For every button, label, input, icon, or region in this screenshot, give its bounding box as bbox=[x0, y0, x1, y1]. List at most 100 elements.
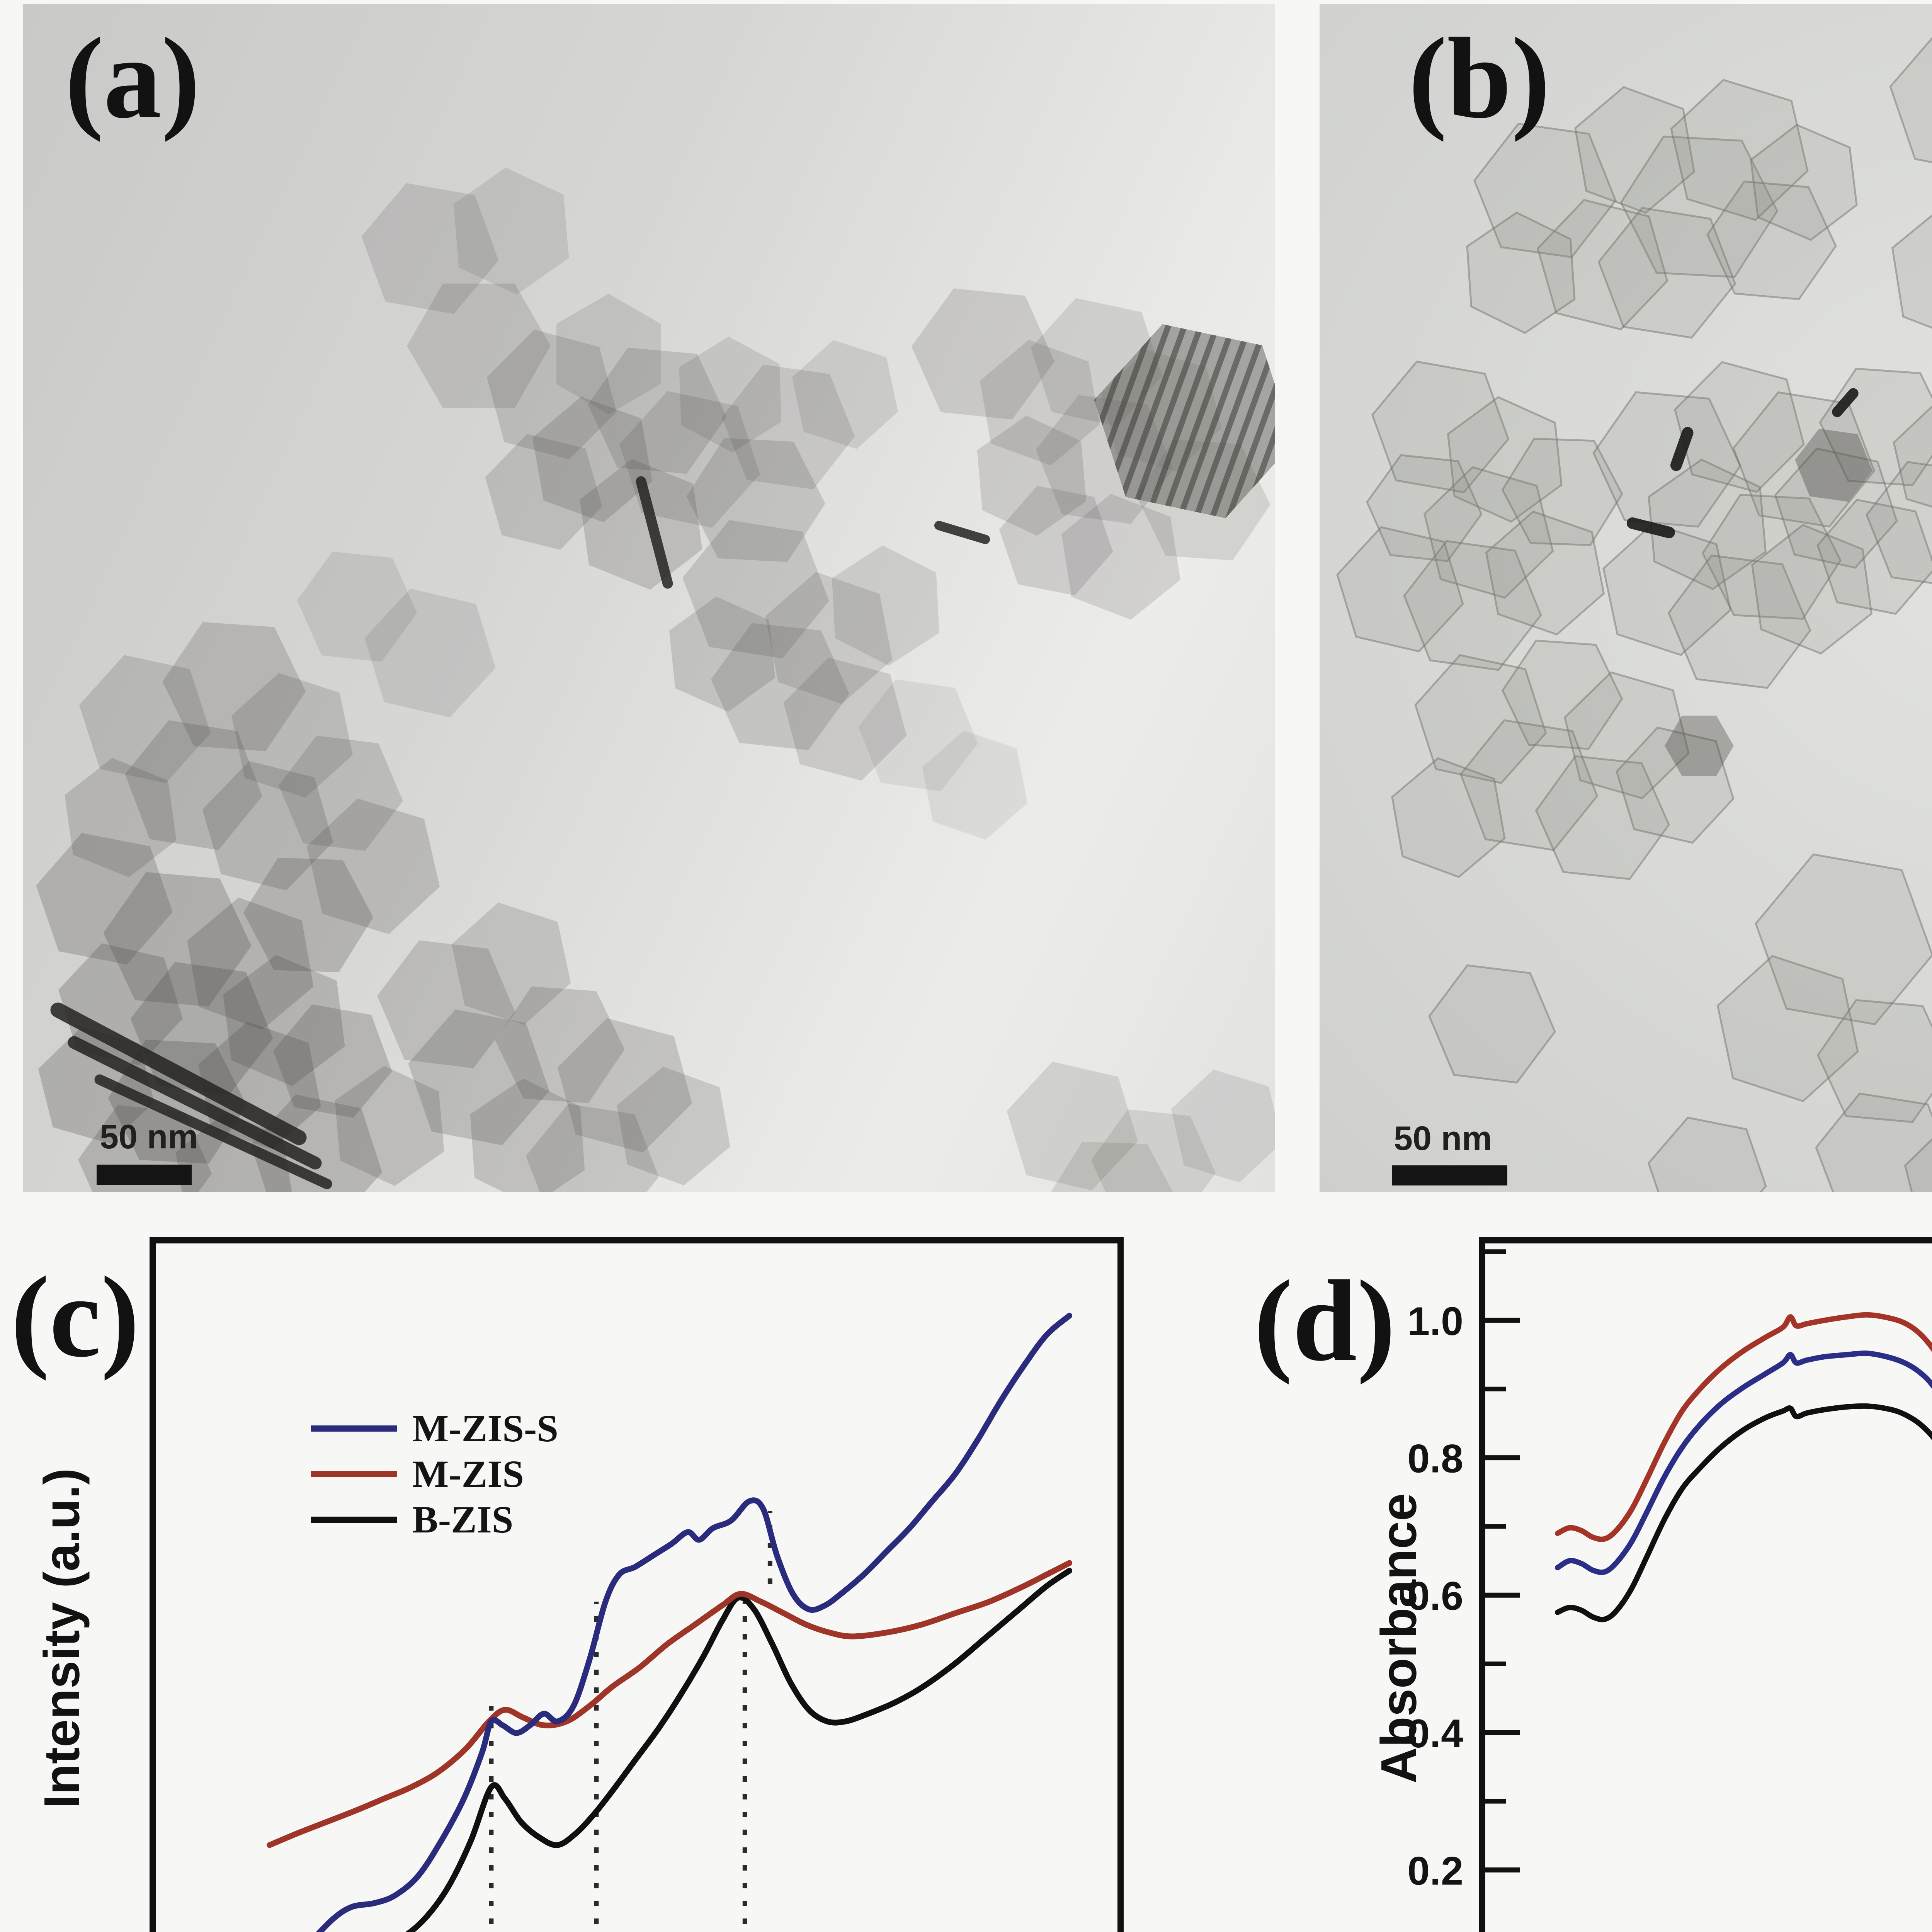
dark-aggregate bbox=[1795, 429, 1872, 502]
tem-a-nanosheets bbox=[36, 167, 1275, 1192]
hexagonal-nanosheet bbox=[1535, 755, 1670, 880]
hexagonal-nanosheet bbox=[580, 459, 702, 590]
hexagonal-nanosheet bbox=[558, 1018, 692, 1153]
scale-bar-b-line bbox=[1392, 1165, 1507, 1185]
hexagonal-nanosheet bbox=[783, 657, 907, 781]
panel-label-d: (d) bbox=[1254, 1257, 1396, 1385]
hexagonal-nanosheet bbox=[65, 758, 177, 878]
hexagonal-nanosheet bbox=[364, 588, 496, 718]
hexagonal-nanosheet bbox=[1391, 757, 1506, 878]
legend-item-b-zis: B-ZIS bbox=[311, 1498, 513, 1541]
hexagonal-nanosheet bbox=[1485, 510, 1605, 636]
hexagonal-nanosheet bbox=[1428, 964, 1556, 1084]
hexagonal-nanosheet bbox=[682, 520, 829, 659]
hexagonal-nanosheet bbox=[721, 364, 855, 490]
hexagonal-nanosheet bbox=[408, 1009, 549, 1145]
hexagonal-nanosheet bbox=[792, 340, 898, 449]
legend-item-m-zis-s: M-ZIS-S bbox=[311, 1407, 558, 1450]
hexagonal-nanosheet bbox=[532, 396, 653, 522]
hexagonal-nanosheet bbox=[765, 572, 893, 704]
hexagonal-nanosheet bbox=[1371, 361, 1510, 493]
raman-chart-plot-area: 100200300400500 bbox=[150, 1237, 1124, 1932]
hexagonal-nanosheet bbox=[1501, 639, 1623, 750]
hexagonal-nanosheet bbox=[832, 545, 939, 666]
raman-y-axis-title: Intensity (a.u.) bbox=[33, 1468, 90, 1809]
edge-on-needles bbox=[1626, 388, 1859, 538]
hexagonal-nanosheet bbox=[980, 340, 1100, 466]
hexagonal-nanosheet bbox=[79, 655, 211, 783]
hexagonal-nanosheet bbox=[1061, 494, 1180, 620]
hexagonal-nanosheet bbox=[1091, 1109, 1216, 1192]
hexagonal-nanosheet bbox=[1466, 211, 1576, 334]
dark-aggregate bbox=[1665, 716, 1734, 776]
hexagonal-nanosheet bbox=[617, 1066, 730, 1185]
hexagonal-nanosheet bbox=[1750, 124, 1858, 241]
hexagonal-nanosheet bbox=[526, 1104, 659, 1192]
hexagonal-nanosheet bbox=[679, 337, 782, 452]
scale-bar-a-label: 50 nm bbox=[100, 1117, 198, 1156]
hexagonal-nanosheet bbox=[1667, 554, 1811, 689]
hexagonal-nanosheet bbox=[279, 735, 403, 851]
hexagonal-nanosheet bbox=[1755, 853, 1932, 1026]
hexagonal-nanosheet bbox=[453, 167, 569, 295]
absorbance-curve-b-zis bbox=[1555, 1403, 1932, 1622]
raman-chart-panel-c: 100200300400500 (c) M-ZIS-S M-ZIS B-ZIS … bbox=[0, 1198, 1281, 1932]
hexagonal-nanosheet bbox=[36, 833, 173, 965]
legend-item-m-zis: M-ZIS bbox=[311, 1453, 524, 1495]
hexagonal-nanosheet bbox=[1647, 1116, 1767, 1192]
y-tick-label: 0.6 bbox=[1407, 1574, 1463, 1619]
hexagonal-nanosheet bbox=[335, 1066, 444, 1186]
hexagonal-nanosheet bbox=[1620, 135, 1779, 278]
hexagonal-nanosheet bbox=[1501, 437, 1623, 546]
hexagonal-nanosheet bbox=[1889, 37, 1932, 163]
raman-curve-m-zis bbox=[267, 1560, 1073, 1848]
legend-label-m-zis: M-ZIS bbox=[412, 1452, 524, 1495]
hexagonal-nanosheet bbox=[911, 288, 1055, 420]
absorbance-curve-m-zis bbox=[1555, 1312, 1932, 1542]
scale-bar-b-label: 50 nm bbox=[1394, 1119, 1492, 1157]
hexagonal-nanosheet bbox=[1866, 461, 1932, 584]
hexagonal-nanosheet bbox=[556, 294, 661, 414]
hexagonal-nanosheet bbox=[231, 673, 353, 798]
raman-curve-b-zis bbox=[405, 1568, 1073, 1932]
hexagonal-nanosheet bbox=[1447, 396, 1563, 523]
hexagonal-nanosheet bbox=[487, 330, 617, 459]
uvvis-chart-plot-area: 2004006008000.00.20.40.60.81.0 bbox=[1407, 1237, 1932, 1932]
hexagonal-nanosheet bbox=[999, 486, 1113, 595]
hexagonal-nanosheet bbox=[485, 434, 602, 550]
hexagonal-nanosheet bbox=[1893, 405, 1932, 508]
tem-b-micrograph-image bbox=[1336, 37, 1932, 1192]
hexagonal-nanosheet bbox=[1597, 207, 1736, 339]
tem-panel-a: (a) 50 nm bbox=[23, 4, 1275, 1192]
panel-label-c: (c) bbox=[11, 1253, 139, 1381]
legend-line-m-zis bbox=[311, 1471, 397, 1477]
hexagonal-nanosheet bbox=[1336, 526, 1464, 653]
hexagonal-nanosheet bbox=[858, 679, 978, 791]
tem-a-micrograph-image bbox=[36, 167, 1275, 1192]
hexagonal-nanosheet bbox=[686, 438, 825, 562]
hexagonal-nanosheet bbox=[1674, 361, 1805, 493]
hexagonal-nanosheet bbox=[1564, 671, 1690, 799]
hexagonal-nanosheet bbox=[1616, 726, 1735, 844]
hexagonal-nanosheet bbox=[1648, 458, 1767, 590]
hexagonal-nanosheet bbox=[1891, 214, 1932, 329]
hexagonal-nanosheet bbox=[669, 596, 776, 712]
needle-bundle bbox=[50, 476, 990, 1189]
hexagonal-nanosheet bbox=[1366, 454, 1483, 562]
y-tick-label: 0.4 bbox=[1407, 1711, 1463, 1756]
tem-b-nanosheets bbox=[1336, 37, 1932, 1192]
hexagonal-nanosheet bbox=[1403, 540, 1542, 671]
hexagonal-nanosheet bbox=[495, 986, 625, 1103]
legend-line-m-zis-s bbox=[311, 1425, 397, 1432]
hexagonal-nanosheet bbox=[1574, 86, 1696, 214]
hexagonal-nanosheet bbox=[38, 1027, 154, 1144]
hexagonal-nanosheet bbox=[273, 1004, 392, 1118]
hexagonal-nanosheet bbox=[588, 347, 727, 474]
hexagonal-nanosheet bbox=[711, 623, 850, 750]
hexagonal-nanosheet bbox=[1706, 180, 1837, 300]
panel-label-b: (b) bbox=[1408, 14, 1550, 142]
hexagonal-nanosheet bbox=[297, 551, 417, 662]
hexagonal-nanosheet bbox=[619, 391, 760, 528]
plot-frame bbox=[150, 1237, 1124, 1932]
